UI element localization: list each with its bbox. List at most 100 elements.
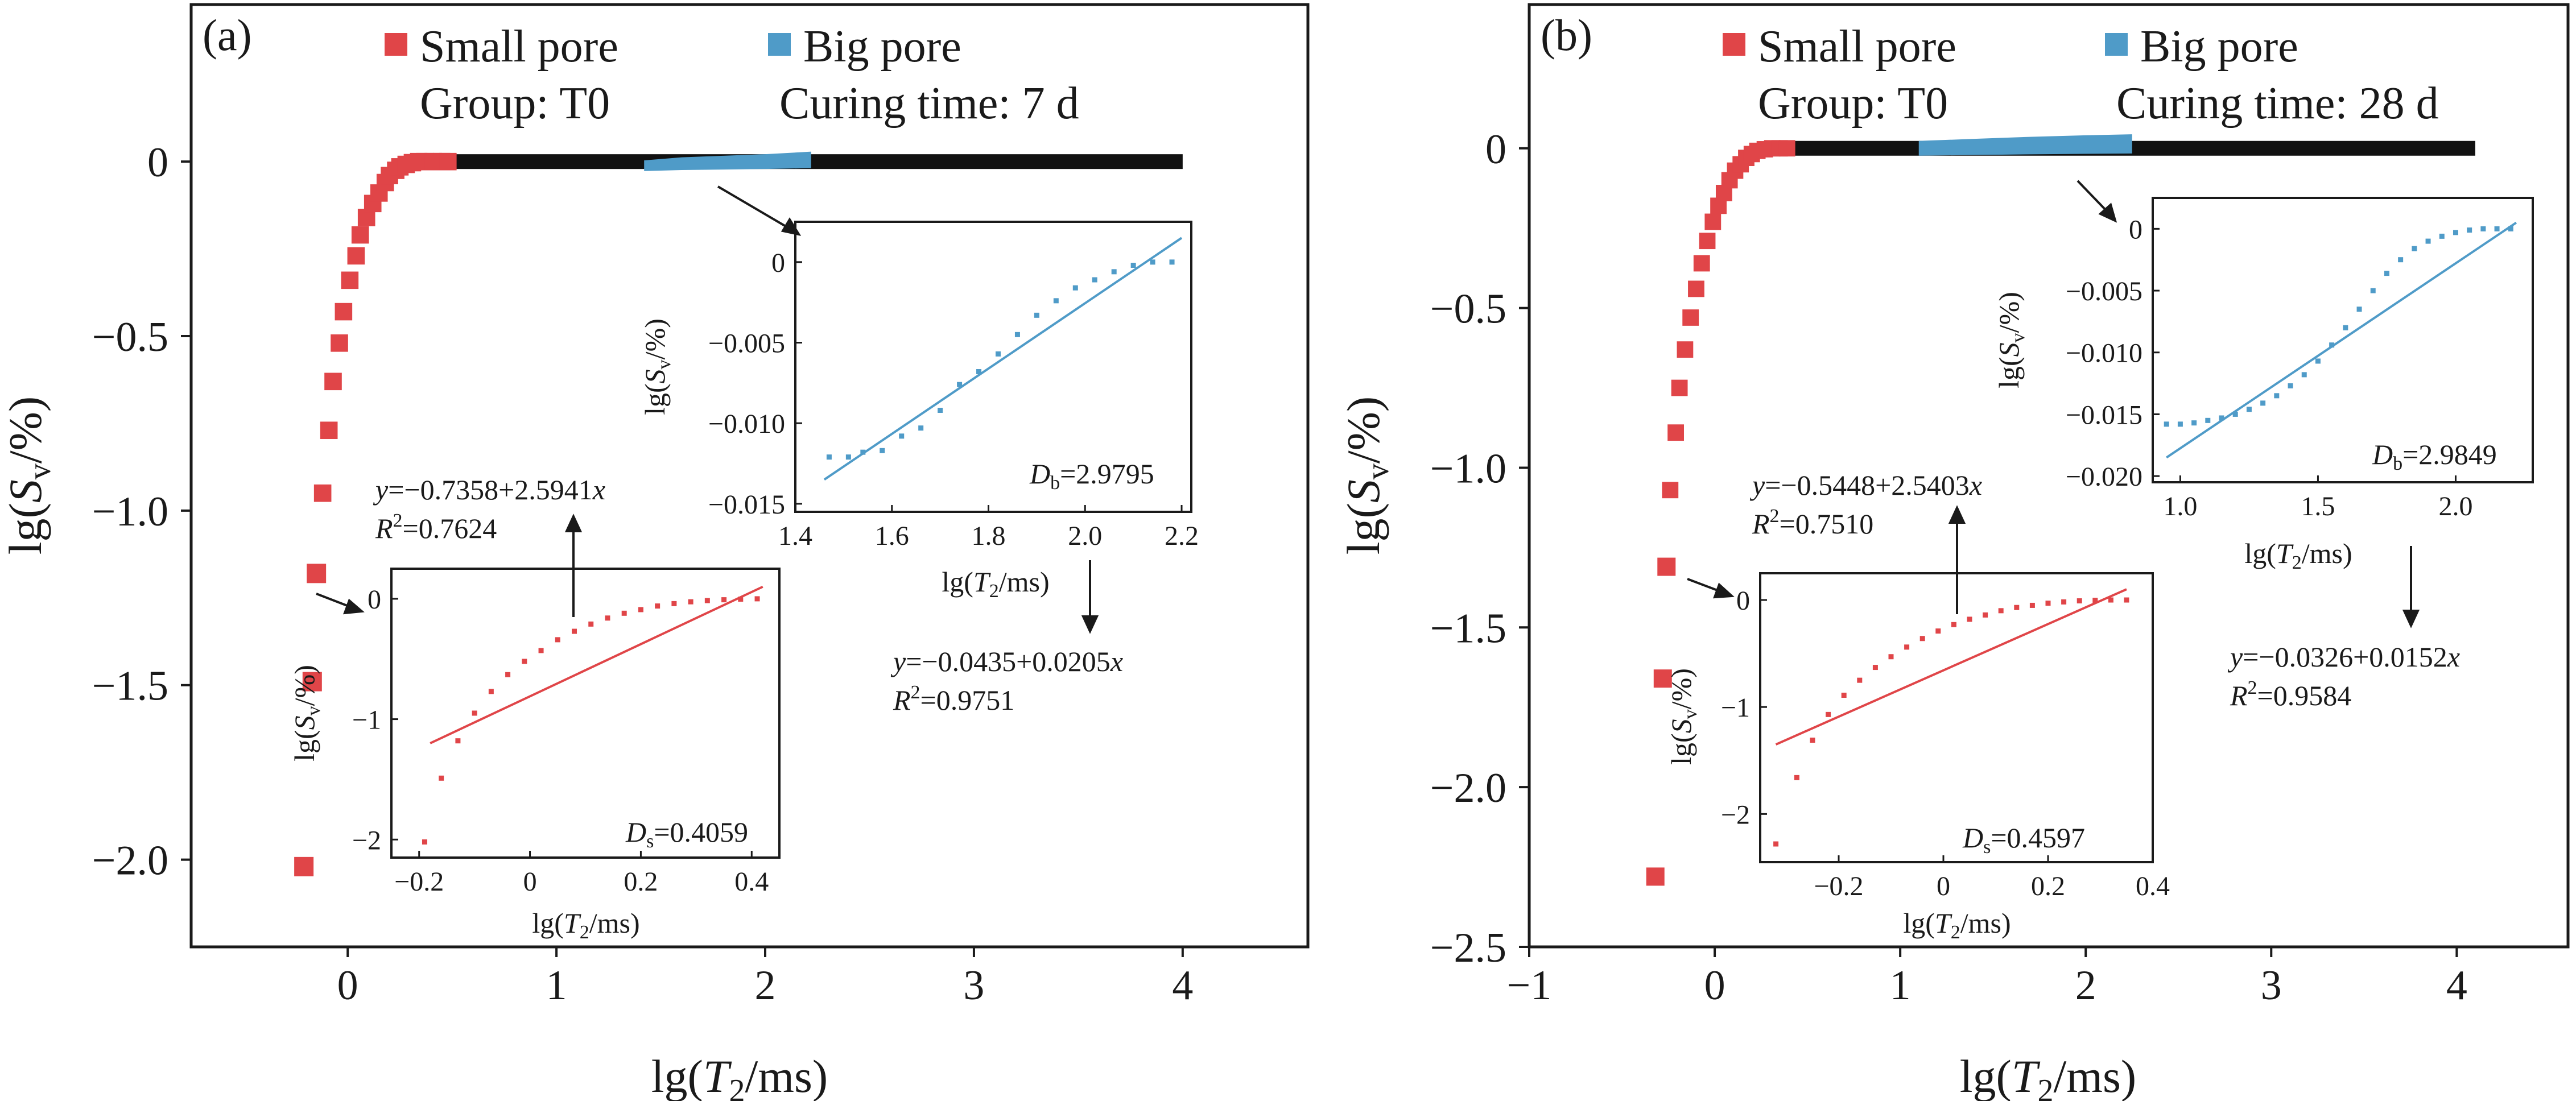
panel-b-small-inset-point xyxy=(1888,654,1894,660)
panel-b-y-tick-label: −1.5 xyxy=(1430,605,1506,652)
panel-b-big-inset-y-tick-label: −0.015 xyxy=(2066,400,2142,430)
panel-a-small-inset-point xyxy=(505,672,511,677)
panel-a-y-tick-label: −0.5 xyxy=(92,314,168,361)
panel-a-x-tick-label: 4 xyxy=(1172,962,1193,1009)
panel-b-plot-frame xyxy=(1528,3,2570,949)
panel-b-big-inset-ticks: 1.0 1.5 2.0 0 −0.005 −0.010 −0.015 −0.020 xyxy=(2066,214,2473,521)
panel-a-small-pore-point xyxy=(439,152,457,171)
panel-a-big-inset-point xyxy=(1072,285,1078,291)
panel-b-small-inset-point xyxy=(2092,598,2098,603)
panel-b-big-inset-x-label: lg(T2/ms) xyxy=(2244,537,2352,573)
panel-b-small-inset-point xyxy=(1841,692,1847,698)
panel-a-big-inset-point xyxy=(995,351,1001,357)
panel-b-x-tick-label: 3 xyxy=(2261,962,2282,1009)
panel-a-small-pore-point xyxy=(351,226,369,244)
panel-b-big-inset-point xyxy=(2370,288,2376,293)
panel-a-big-inset-point xyxy=(957,382,963,387)
panel-a-big-inset-point xyxy=(1053,298,1059,304)
panel-b-small-inset-x-tick-label: 0 xyxy=(1937,871,1950,901)
panel-a-big-inset-fit-line xyxy=(823,237,1183,481)
panel-a-x-axis-label: lg(T2/ms) xyxy=(651,1050,828,1101)
panel-b-big-pore-inset: 1.0 1.5 2.0 0 −0.005 −0.010 −0.015 −0.020 lg(T2… xyxy=(1993,197,2534,573)
panel-a-small-inset-frame xyxy=(390,568,781,859)
panel-b-big-inset-point xyxy=(2205,417,2211,423)
panel-a-small-inset-point xyxy=(488,689,494,694)
panel-a-y-tick-label: −2.0 xyxy=(92,838,168,884)
panel-a-small-inset-point xyxy=(422,839,427,845)
panel-b-y-axis-label: lg(Sv/%) xyxy=(1337,396,1396,555)
panel-a-big-inset-point xyxy=(880,448,885,453)
panel-a-small-inset-y-label: lg(Sv/%) xyxy=(288,665,324,761)
panel-a-small-inset-y-tick-label: −2 xyxy=(352,825,381,855)
panel-a-small-pore-point xyxy=(324,372,342,391)
panel-b-big-inset-point xyxy=(2412,246,2417,251)
panel-a-big-inset-point xyxy=(1130,263,1136,268)
panel-b-small-inset-y-tick-label: −1 xyxy=(1721,693,1750,723)
panel-a-legend-small-marker xyxy=(385,33,407,56)
panel-b-small-pore-point xyxy=(1671,379,1688,396)
panel-b-small-inset-background xyxy=(1760,573,2153,862)
panel-b-small-inset-point xyxy=(2014,605,2020,610)
panel-b-big-inset-y-tick-label: −0.020 xyxy=(2066,462,2142,492)
panel-a-big-inset-y-tick-label: −0.015 xyxy=(708,490,785,520)
panel-a-y-tick-label: −1.0 xyxy=(92,489,168,535)
panel-a-arrow-to-big-inset-head xyxy=(781,217,802,236)
panel-a-big-inset-y-tick-label: −0.005 xyxy=(708,329,785,359)
panel-a-big-inset-point xyxy=(1169,259,1175,265)
panel-a-small-pore-point xyxy=(320,421,338,440)
panel-b-y-tick-label: −0.5 xyxy=(1430,286,1506,333)
panel-a-small-inset-point xyxy=(638,607,643,612)
panel-a-small-pore-point xyxy=(294,856,314,876)
panel-a-small-inset-y-tick-label: −1 xyxy=(352,705,381,735)
panel-b-small-inset-point xyxy=(1967,616,1972,622)
panel-b-x-tick-label: −1 xyxy=(1507,962,1552,1009)
panel-b-small-inset-y-label: lg(Sv/%) xyxy=(1665,668,1701,765)
panel-b-big-inset-point xyxy=(2260,400,2266,406)
panel-a-y-ticks: 0 −0.5 −1.0 −1.5 −2.0 xyxy=(92,139,191,884)
panel-a-big-pore-inset: 1.4 1.6 1.8 2.0 2.2 0 −0.005 −0.010 −0.015 lg(T2… xyxy=(639,221,1199,602)
panel-b-big-inset-point xyxy=(2315,358,2321,364)
panel-b-big-inset-x-tick-label: 2.0 xyxy=(2438,491,2472,521)
panel-a-small-inset-point xyxy=(704,598,710,603)
panel-b-small-pore-inset: −0.2 0 0.2 0.4 0 −1 −2 lg(T2/ms) lg(Sv/%) Ds=0… xyxy=(1665,572,2170,943)
panel-b-big-inset-point xyxy=(2508,226,2513,231)
panel-a-label: (a) xyxy=(203,10,252,60)
panel-b-big-inset-db: Db=2.9849 xyxy=(2372,438,2497,474)
panel-a-big-inset-y-tick-label: −0.010 xyxy=(708,409,785,439)
panel-b-small-inset-x-label: lg(T2/ms) xyxy=(1903,907,2011,943)
panel-b-big-inset-point xyxy=(2384,271,2389,276)
panel-a-small-inset-ticks: −0.2 0 0.2 0.4 0 −1 −2 xyxy=(352,585,769,897)
panel-b-big-inset-point xyxy=(2232,411,2238,417)
panel-a-small-inset-x-tick-label: −0.2 xyxy=(394,867,444,897)
panel-a-big-inset-point xyxy=(845,454,851,460)
panel-b-small-inset-ds: Ds=0.4597 xyxy=(1962,822,2085,858)
panel-b-arrows xyxy=(1687,180,2420,628)
panel-a-small-inset-point xyxy=(455,738,461,744)
panel-a-small-inset-point xyxy=(439,775,444,781)
panel-b-big-inset-x-tick-label: 1.5 xyxy=(2301,491,2335,521)
panel-a-small-inset-point xyxy=(522,659,527,664)
panel-b-small-inset-point xyxy=(1935,628,1941,634)
panel-a-small-pore-point xyxy=(335,303,353,321)
panel-a-small-inset-x-tick-label: 0.2 xyxy=(624,867,658,897)
panel-a-arrow-to-small-inset xyxy=(316,593,352,609)
panel-b-big-inset-point xyxy=(2246,407,2252,412)
panel-b-big-inset-y-tick-label: −0.005 xyxy=(2066,276,2142,307)
panel-b-small-inset-point xyxy=(1857,677,1863,683)
panel-a-small-inset-point xyxy=(538,648,544,653)
panel-a-arrows xyxy=(316,185,1099,634)
panel-b-small-inset-point xyxy=(1794,775,1799,780)
panel-a-small-pore-point xyxy=(302,672,322,692)
panel-a-big-inset-x-tick-label: 2.2 xyxy=(1165,521,1199,551)
panel-a-big-inset-y-tick-label: 0 xyxy=(771,248,785,278)
panel-a-legend-small-label: Small pore xyxy=(420,22,618,72)
panel-a-big-pore-band xyxy=(644,151,811,171)
panel-a-small-inset-x-tick-label: 0.4 xyxy=(734,867,769,897)
panel-b-big-inset-point xyxy=(2274,393,2280,399)
panel-a-big-inset-point xyxy=(1034,312,1039,318)
panel-b-big-inset-point xyxy=(2425,238,2431,244)
panel-a-y-tick-label: −1.5 xyxy=(92,663,168,710)
panel-a-x-tick-label: 3 xyxy=(963,962,984,1009)
panel-a-x-ticks: 0 1 2 3 4 xyxy=(337,947,1193,1009)
panel-b-small-pore-point xyxy=(1667,424,1684,441)
